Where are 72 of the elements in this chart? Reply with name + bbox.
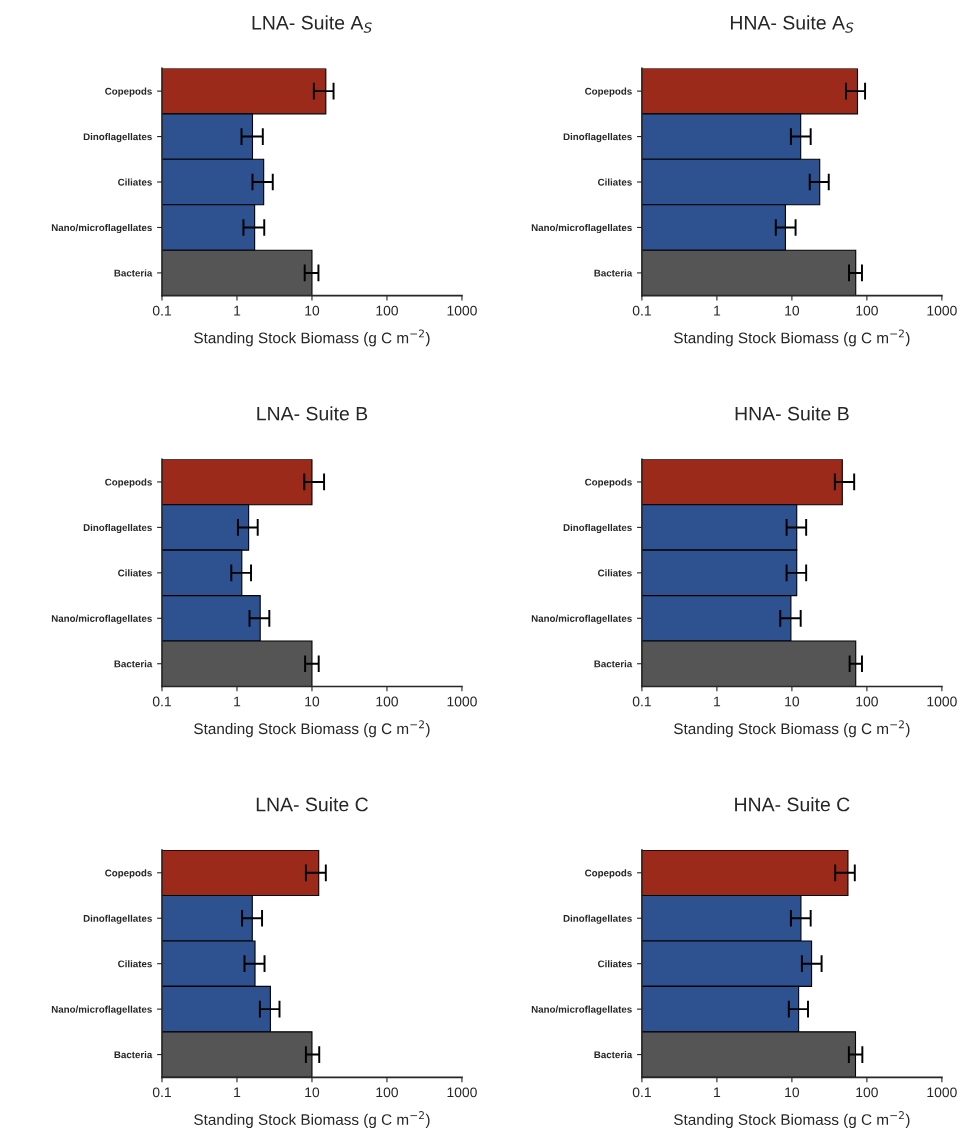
y-tick-label: Copepods	[585, 478, 632, 488]
x-tick-label: 1	[714, 1087, 721, 1098]
chart-title: HNA- Suite C	[735, 797, 850, 812]
y-tick-label: Ciliates	[118, 569, 152, 577]
chart-title: LNA- Suite B	[257, 406, 368, 421]
x-tick-label: 10	[305, 696, 320, 707]
x-tick-label: 1	[714, 305, 721, 316]
y-tick-label: Ciliates	[598, 178, 632, 186]
x-tick-label: 100	[856, 305, 878, 316]
y-tick-label: Nano/microflagellates	[531, 1005, 632, 1015]
y-tick-label: Nano/microflagellates	[531, 614, 632, 624]
chart-title: LNA- Suite A$_{S}$	[252, 15, 372, 33]
y-tick-label: Ciliates	[118, 178, 152, 186]
y-tick-label: Dinoflagellates	[563, 133, 632, 143]
x-tick-label: 1	[234, 696, 241, 707]
x-tick-label: 0.1	[152, 305, 171, 316]
y-tick-label: Dinoflagellates	[83, 914, 152, 924]
x-tick-label: 1000	[927, 1087, 957, 1098]
x-axis-title: Standing Stock Biomass (g C m$^{−2}$)	[194, 1111, 430, 1129]
y-tick-label: Dinoflagellates	[83, 133, 152, 143]
y-tick-label: Nano/microflagellates	[51, 223, 152, 234]
x-tick-label: 100	[376, 1087, 398, 1098]
x-tick-label: 0.1	[152, 696, 171, 707]
x-tick-label: 1	[234, 1087, 241, 1098]
x-tick-label: 10	[785, 696, 800, 707]
y-tick-label: Bacteria	[594, 660, 633, 668]
x-tick-label: 1	[714, 696, 721, 707]
x-tick-label: 100	[376, 696, 398, 707]
x-axis-title: Standing Stock Biomass (g C m$^{−2}$)	[194, 720, 430, 738]
x-tick-label: 1000	[447, 305, 477, 316]
y-tick-label: Dinoflagellates	[83, 523, 152, 533]
y-tick-label: Nano/microflagellates	[531, 223, 632, 234]
x-tick-label: 0.1	[632, 305, 651, 316]
x-tick-label: 10	[785, 305, 800, 316]
y-tick-label: Bacteria	[114, 269, 153, 277]
y-tick-label: Copepods	[105, 87, 152, 97]
chart-title: HNA- Suite A$_{S}$	[730, 15, 854, 33]
x-tick-label: 0.1	[632, 696, 651, 707]
x-tick-label: 1	[234, 305, 241, 316]
y-tick-label: Nano/microflagellates	[51, 1005, 152, 1015]
x-tick-label: 1000	[447, 696, 477, 707]
x-tick-label: 0.1	[152, 1087, 171, 1098]
x-tick-label: 10	[305, 1087, 320, 1098]
y-tick-label: Dinoflagellates	[563, 523, 632, 533]
x-tick-label: 10	[785, 1087, 800, 1098]
y-tick-label: Bacteria	[594, 1051, 633, 1059]
y-tick-label: Bacteria	[114, 660, 153, 668]
chart-title: LNA- Suite C	[256, 797, 368, 812]
y-tick-label: Copepods	[585, 869, 632, 879]
x-tick-label: 100	[376, 305, 398, 316]
y-tick-label: Ciliates	[598, 569, 632, 577]
y-tick-label: Copepods	[585, 87, 632, 97]
y-tick-label: Bacteria	[594, 269, 633, 277]
y-tick-label: Dinoflagellates	[563, 914, 632, 924]
y-tick-label: Ciliates	[118, 960, 152, 968]
x-tick-label: 0.1	[632, 1087, 651, 1098]
y-tick-label: Copepods	[105, 478, 152, 488]
y-tick-label: Bacteria	[114, 1051, 153, 1059]
x-tick-label: 1000	[927, 305, 957, 316]
x-axis-title: Standing Stock Biomass (g C m$^{−2}$)	[674, 1111, 910, 1129]
x-axis-title: Standing Stock Biomass (g C m$^{−2}$)	[674, 329, 910, 347]
y-tick-label: Ciliates	[598, 960, 632, 968]
y-tick-label: Nano/microflagellates	[51, 614, 152, 624]
x-tick-label: 100	[856, 1087, 878, 1098]
x-tick-label: 1000	[927, 696, 957, 707]
x-tick-label: 100	[856, 696, 878, 707]
x-axis-title: Standing Stock Biomass (g C m$^{−2}$)	[674, 720, 910, 738]
y-tick-label: Copepods	[105, 869, 152, 879]
x-tick-label: 1000	[447, 1087, 477, 1098]
chart-title: HNA- Suite B	[735, 406, 849, 421]
x-axis-title: Standing Stock Biomass (g C m$^{−2}$)	[194, 329, 430, 347]
x-tick-label: 10	[305, 305, 320, 316]
